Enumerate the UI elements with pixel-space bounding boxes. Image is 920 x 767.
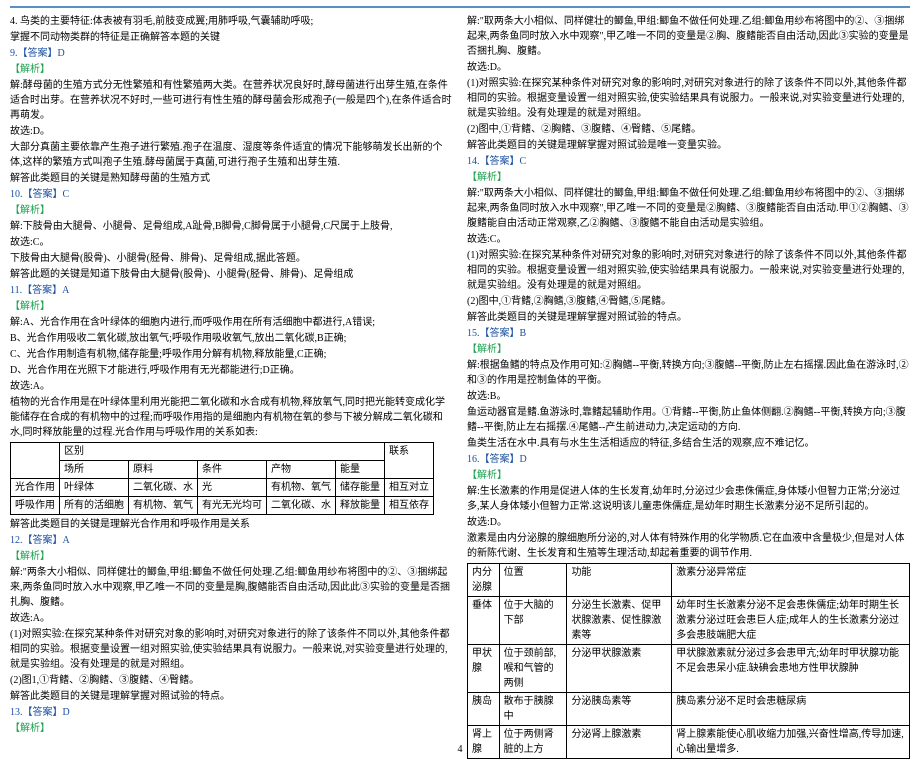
td: 位于颈前部,喉和气管的两侧	[499, 645, 567, 693]
explain-label: 【解析】	[467, 342, 910, 357]
td: 垂体	[468, 597, 500, 645]
td: 相互依存	[385, 497, 434, 515]
th: 激素分泌异常症	[672, 564, 910, 597]
text: 植物的光合作用是在叶绿体里利用光能把二氧化碳和水合成有机物,释放氧气,同时把光能…	[10, 395, 453, 440]
text: 解:"取两条大小相似、同样健壮的鲫鱼,甲组:鲫鱼不做任何处理.乙组:鲫鱼用纱布将…	[467, 14, 910, 59]
text: D、光合作用在光照下才能进行,呼吸作用有无光都能进行;D正确。	[10, 363, 453, 378]
answer-11: 11.【答案】A	[10, 283, 453, 298]
text: 解:下肢骨由大腿骨、小腿骨、足骨组成,A趾骨,B脚骨,C脚骨属于小腿骨,C尺属于…	[10, 219, 453, 234]
text: 故选:D。	[467, 515, 910, 530]
text: (2)图1,①背鳍、②胸鳍、③腹鳍、④臀鳍。	[10, 673, 453, 688]
th: 联系	[385, 443, 434, 479]
th: 原料	[129, 461, 198, 479]
text: 解答此类题目的关键是熟知酵母菌的生殖方式	[10, 171, 453, 186]
text: 故选:A。	[10, 611, 453, 626]
td: 肾上腺素能使心肌收缩力加强,兴奋性增高,传导加速,心输出量增多.	[672, 726, 910, 759]
td: 位于大脑的下部	[499, 597, 567, 645]
td: 分泌甲状腺激素	[567, 645, 672, 693]
text: 解:A、光合作用在含叶绿体的细胞内进行,而呼吸作用在所有活细胞中都进行,A错误;	[10, 315, 453, 330]
text: (2)图中,①背鳍,②胸鳍,③腹鳍,④臀鳍,⑤尾鳍。	[467, 294, 910, 309]
th: 功能	[567, 564, 672, 597]
th: 区别	[60, 443, 385, 461]
text: 鱼运动器官是鳍.鱼游泳时,靠鳍起辅助作用。①背鳍--平衡,防止鱼体侧翻.②胸鳍-…	[467, 405, 910, 435]
table-photosynthesis: 区别 联系 场所 原料 条件 产物 能量 光合作用 叶绿体 二氧化碳、水 光 有…	[10, 442, 434, 515]
td: 相互对立	[385, 479, 434, 497]
td: 散布于胰腺中	[499, 693, 567, 726]
text: 大部分真菌主要依靠产生孢子进行繁殖.孢子在温度、湿度等条件适宜的情况下能够萌发长…	[10, 140, 453, 170]
text: 解答此类题目的关键是理解掌握对照试验的特点。	[467, 310, 910, 325]
td: 有机物、氧气	[129, 497, 198, 515]
td: 有光无光均可	[198, 497, 267, 515]
text: 解答此类题目的关键是理解掌握对照试验是唯一变量实验。	[467, 138, 910, 153]
th: 能量	[336, 461, 385, 479]
text: (1)对照实验:在探究某种条件对研究对象的影响时,对研究对象进行的除了该条件不同…	[467, 76, 910, 121]
explain-label: 【解析】	[467, 170, 910, 185]
td: 幼年时生长激素分泌不足会患侏儒症;幼年时期生长激素分泌过旺会患巨人症;成年人的生…	[672, 597, 910, 645]
th: 场所	[60, 461, 129, 479]
td: 储存能量	[336, 479, 385, 497]
text: 故选:C。	[467, 232, 910, 247]
explain-label: 【解析】	[10, 721, 453, 736]
td: 甲状腺激素就分泌过多会患甲亢;幼年时甲状腺功能不足会患呆小症.缺碘会患地方性甲状…	[672, 645, 910, 693]
td: 位于两侧肾脏的上方	[499, 726, 567, 759]
explain-label: 【解析】	[10, 299, 453, 314]
td: 胰岛	[468, 693, 500, 726]
td: 肾上腺	[468, 726, 500, 759]
answer-14: 14.【答案】C	[467, 154, 910, 169]
text: 故选:D。	[10, 124, 453, 139]
td: 二氧化碳、水	[267, 497, 336, 515]
explain-label: 【解析】	[467, 468, 910, 483]
text: 解答此类题目的关键是理解光合作用和呼吸作用是关系	[10, 517, 453, 532]
text: 激素是由内分泌腺的腺细胞所分泌的,对人体有特殊作用的化学物质.它在血液中含量极少…	[467, 531, 910, 561]
answer-9: 9.【答案】D	[10, 46, 453, 61]
td: 分泌肾上腺激素	[567, 726, 672, 759]
td: 分泌胰岛素等	[567, 693, 672, 726]
text: 解:"两条大小相似、同样健壮的鲫鱼,甲组:鲫鱼不做任何处理.乙组:鲫鱼用纱布将图…	[10, 565, 453, 610]
text: 解:酵母菌的生殖方式分无性繁殖和有性繁殖两大类。在营养状况良好时,酵母菌进行出芽…	[10, 78, 453, 123]
th: 条件	[198, 461, 267, 479]
text: 4. 鸟类的主要特征:体表被有羽毛,前肢变成翼;用肺呼吸,气囊辅助呼吸;	[10, 14, 453, 29]
td: 释放能量	[336, 497, 385, 515]
td: 甲状腺	[468, 645, 500, 693]
td: 二氧化碳、水	[129, 479, 198, 497]
table-glands: 内分泌腺 位置 功能 激素分泌异常症 垂体 位于大脑的下部 分泌生长激素、促甲状…	[467, 563, 910, 759]
th: 产物	[267, 461, 336, 479]
answer-12: 12.【答案】A	[10, 533, 453, 548]
th: 内分泌腺	[468, 564, 500, 597]
td: 有机物、氧气	[267, 479, 336, 497]
td: 呼吸作用	[11, 497, 60, 515]
explain-label: 【解析】	[10, 203, 453, 218]
text: 解答此类题目的关键是理解掌握对照试验的特点。	[10, 689, 453, 704]
text: 故选:C。	[10, 235, 453, 250]
text: 解:根据鱼鳍的特点及作用可知:②胸鳍--平衡,转换方向;③腹鳍--平衡,防止左右…	[467, 358, 910, 388]
td: 光	[198, 479, 267, 497]
text: 解:生长激素的作用是促进人体的生长发育,幼年时,分泌过少会患侏儒症,身体矮小但智…	[467, 484, 910, 514]
text: 解答此题的关键是知道下肢骨由大腿骨(股骨)、小腿骨(胫骨、腓骨)、足骨组成	[10, 267, 453, 282]
td: 所有的活细胞	[60, 497, 129, 515]
answer-15: 15.【答案】B	[467, 326, 910, 341]
text: 故选:D。	[467, 60, 910, 75]
answer-16: 16.【答案】D	[467, 452, 910, 467]
th: 位置	[499, 564, 567, 597]
text: C、光合作用制造有机物,储存能量;呼吸作用分解有机物,释放能量,C正确;	[10, 347, 453, 362]
td: 胰岛素分泌不足时会患糖尿病	[672, 693, 910, 726]
page-number: 4	[458, 742, 463, 757]
explain-label: 【解析】	[10, 549, 453, 564]
text: B、光合作用吸收二氧化碳,放出氧气;呼吸作用吸收氧气,放出二氧化碳,B正确;	[10, 331, 453, 346]
text: (1)对照实验:在探究某种条件对研究对象的影响时,对研究对象进行的除了该条件不同…	[10, 627, 453, 672]
answer-10: 10.【答案】C	[10, 187, 453, 202]
td: 分泌生长激素、促甲状腺激素、促性腺激素等	[567, 597, 672, 645]
text: (1)对照实验:在探究某种条件对研究对象的影响时,对研究对象进行的除了该条件不同…	[467, 248, 910, 293]
text: 下肢骨由大腿骨(股骨)、小腿骨(胫骨、腓骨)、足骨组成,据此答题。	[10, 251, 453, 266]
answer-13: 13.【答案】D	[10, 705, 453, 720]
text: 故选:A。	[10, 379, 453, 394]
text: 解:"取两条大小相似、同样健壮的鲫鱼,甲组:鲫鱼不做任何处理.乙组:鲫鱼用纱布将…	[467, 186, 910, 231]
td: 光合作用	[11, 479, 60, 497]
text: 掌握不同动物类群的特征是正确解答本题的关键	[10, 30, 453, 45]
text: 故选:B。	[467, 389, 910, 404]
text: (2)图中,①背鳍、②胸鳍、③腹鳍、④臀鳍、⑤尾鳍。	[467, 122, 910, 137]
explain-label: 【解析】	[10, 62, 453, 77]
td: 叶绿体	[60, 479, 129, 497]
text: 鱼类生活在水中.具有与水生生活相适应的特征,多结合生活的观察,应不难记忆。	[467, 436, 910, 451]
